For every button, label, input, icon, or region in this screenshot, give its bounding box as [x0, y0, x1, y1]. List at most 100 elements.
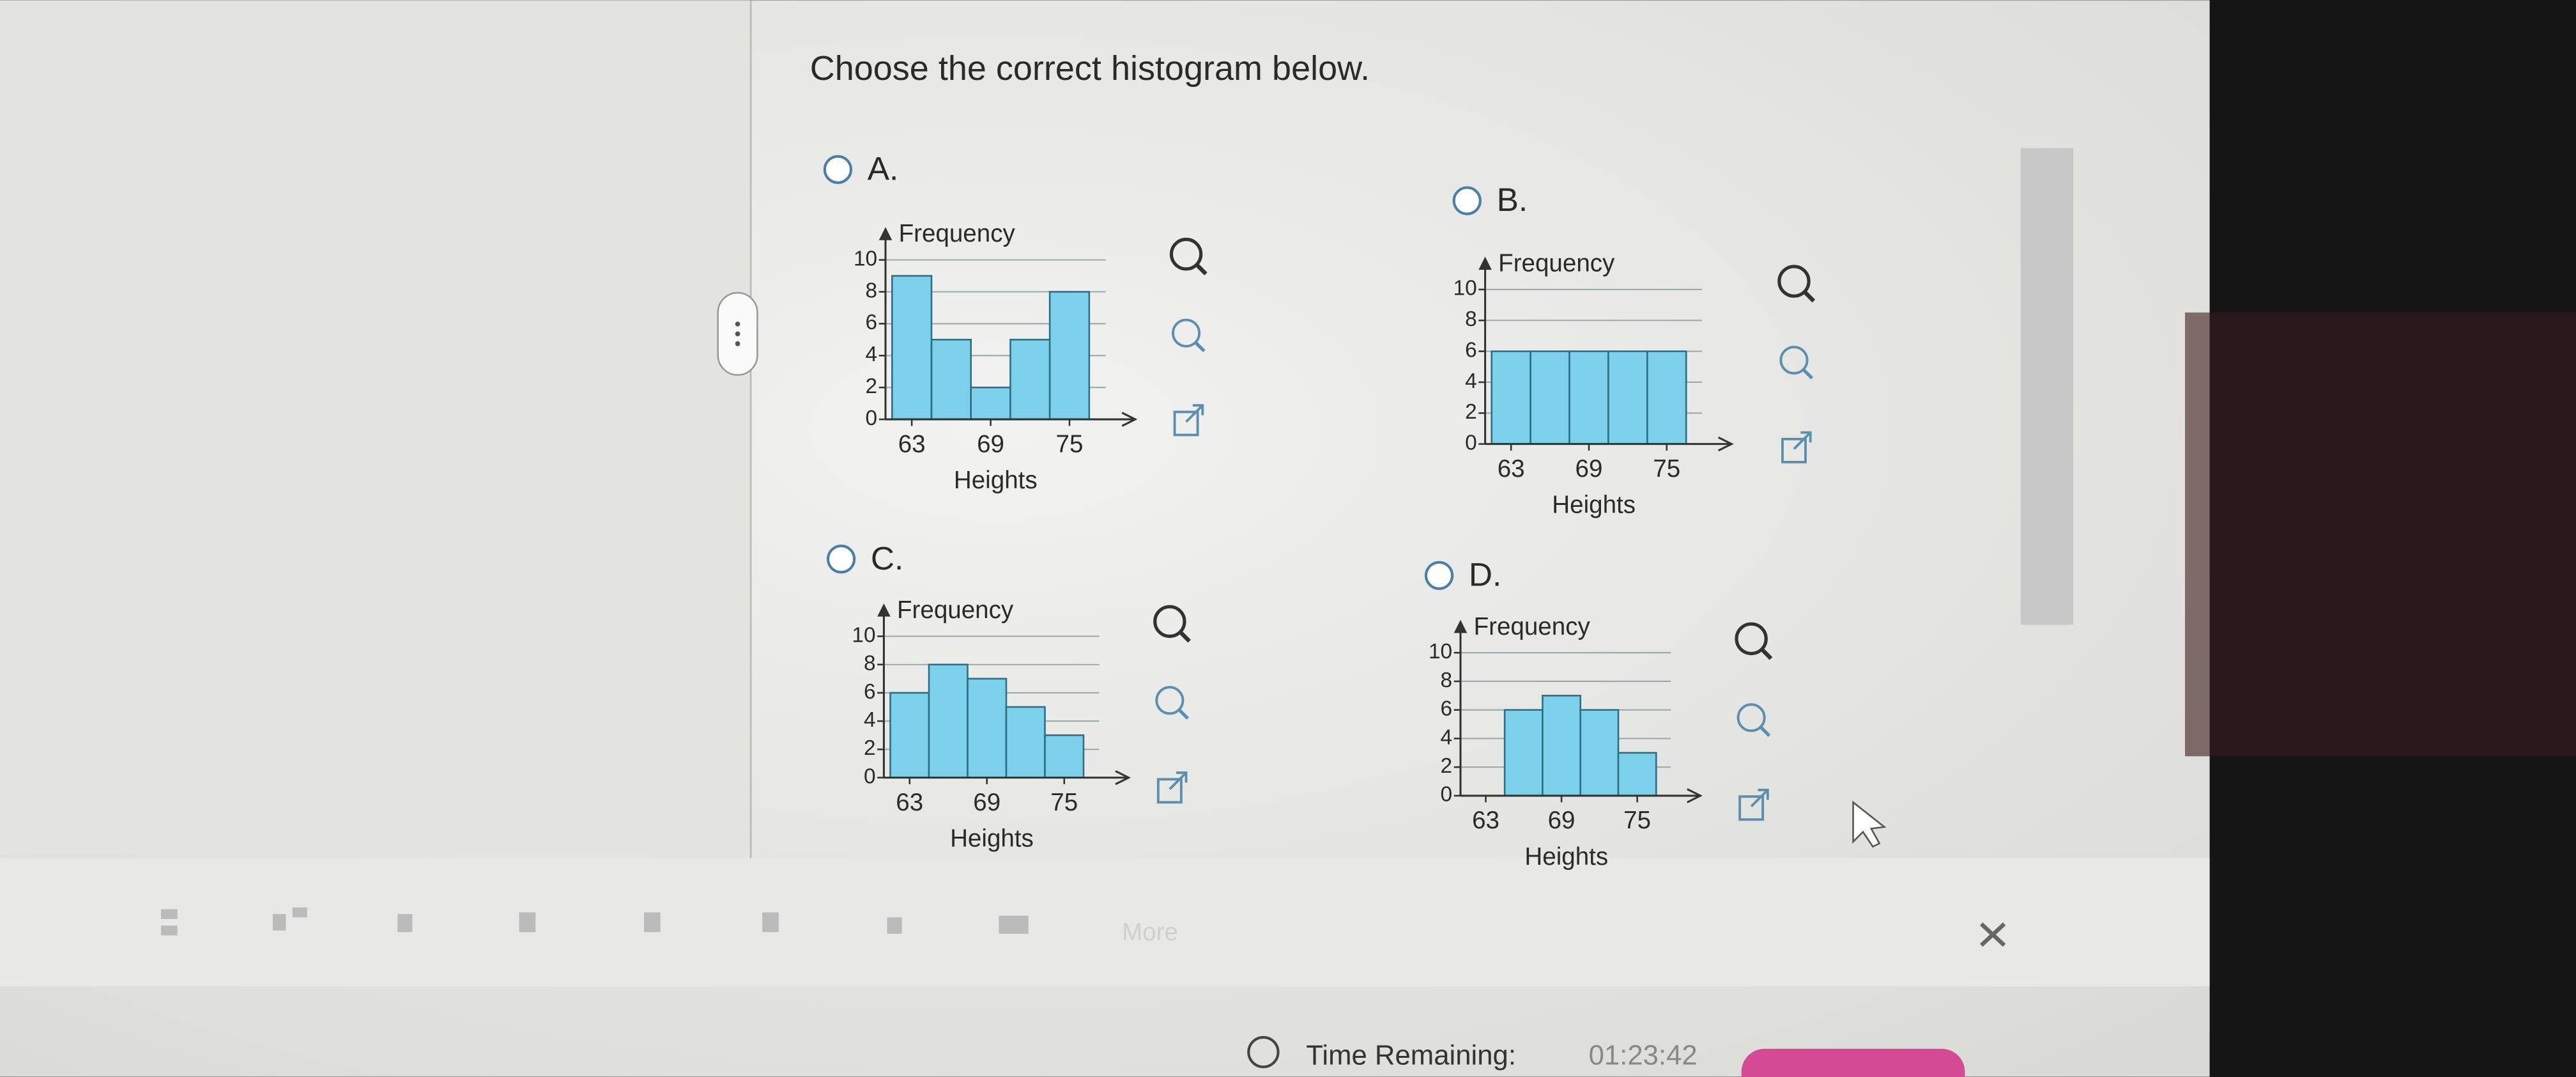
zoom-in[interactable] — [1735, 622, 1768, 656]
bar — [1491, 350, 1531, 445]
radio[interactable] — [823, 155, 853, 184]
timer-label: Time Remaining: — [1306, 1039, 1516, 1071]
zoom-out[interactable] — [1736, 703, 1766, 732]
bar — [1646, 350, 1687, 445]
y-tick-label: 2 — [866, 375, 878, 398]
icon-fraction[interactable] — [161, 909, 178, 919]
y-axis-label: Frequency — [897, 596, 1014, 624]
bar — [1607, 350, 1648, 445]
x-tick-label: 63 — [1472, 807, 1499, 834]
x-tick-label: 75 — [1623, 807, 1651, 834]
y-tick-label: 2 — [864, 736, 876, 760]
y-tick-label: 2 — [1441, 754, 1453, 778]
zoom-out[interactable] — [1779, 346, 1809, 375]
bar — [1005, 706, 1046, 779]
icon-mixed[interactable] — [272, 914, 286, 931]
zoom-in-handle — [1194, 262, 1208, 275]
y-tick-label: 4 — [866, 343, 878, 366]
bar — [1009, 339, 1051, 421]
dot — [735, 322, 740, 327]
zoom-out-handle — [1178, 709, 1189, 720]
bar — [1579, 709, 1620, 797]
x-axis-label: Heights — [1552, 492, 1636, 519]
y-tick-label: 4 — [1441, 725, 1453, 749]
bar — [1529, 350, 1570, 445]
bar — [891, 275, 933, 421]
y-tick-label: 6 — [1441, 697, 1453, 721]
zoom-in[interactable] — [1777, 265, 1811, 298]
x-tick-label: 63 — [898, 430, 926, 458]
radio[interactable] — [1452, 186, 1482, 215]
icon-power[interactable] — [397, 914, 413, 933]
bar — [930, 339, 972, 421]
icon-point[interactable] — [999, 915, 1029, 934]
icon-root[interactable] — [762, 912, 779, 933]
option-label: C. — [871, 539, 903, 577]
clock-icon — [1247, 1035, 1280, 1069]
y-tick-label: 8 — [1441, 669, 1453, 692]
zoom-out-handle — [1759, 726, 1771, 737]
icon-sqrt[interactable] — [644, 912, 661, 933]
bar — [889, 692, 930, 779]
x-axis-arrow — [1115, 770, 1131, 786]
y-tick-label: 4 — [1465, 369, 1477, 393]
y-tick-label: 0 — [1465, 431, 1477, 454]
y-tick-label: 10 — [854, 247, 877, 270]
popout[interactable] — [1781, 438, 1807, 463]
scrollbar[interactable] — [2020, 148, 2074, 625]
bar — [970, 386, 1011, 421]
x-tick-label: 69 — [1575, 455, 1603, 483]
more-button[interactable]: More — [1122, 918, 1178, 946]
zoom-in-handle — [1802, 290, 1816, 303]
y-tick-label: 6 — [864, 680, 876, 704]
dot — [735, 331, 740, 337]
popout-arrow — [1750, 789, 1769, 808]
icon-fraction-b — [161, 926, 178, 936]
zoom-in[interactable] — [1153, 605, 1186, 639]
zoom-out-handle — [1195, 341, 1206, 353]
bar — [1048, 291, 1091, 421]
y-tick-label: 6 — [1465, 338, 1477, 362]
x-tick-label: 75 — [1653, 455, 1680, 483]
x-axis-label: Heights — [954, 467, 1038, 494]
left-panel — [0, 0, 751, 855]
popout[interactable] — [1738, 795, 1765, 821]
popout-arrow — [1169, 771, 1188, 791]
icon-abs[interactable] — [519, 912, 536, 933]
x-tick-label: 69 — [977, 430, 1004, 458]
y-tick-label: 0 — [864, 764, 876, 788]
y-tick-label: 4 — [864, 708, 876, 732]
radio[interactable] — [826, 545, 856, 574]
zoom-out-handle — [1802, 369, 1814, 380]
zoom-in-handle — [1178, 630, 1191, 643]
y-tick-label: 10 — [1453, 277, 1477, 300]
radio[interactable] — [1424, 561, 1454, 590]
y-axis-arrow — [1453, 619, 1468, 633]
toolbar-icons — [161, 907, 1029, 936]
zoom-in-handle — [1759, 647, 1773, 660]
zoom-out[interactable] — [1155, 686, 1184, 715]
x-axis-arrow — [1718, 436, 1734, 452]
timer-value: 01:23:42 — [1589, 1039, 1698, 1071]
next-button[interactable] — [1741, 1048, 1965, 1077]
x-tick-label: 63 — [1498, 455, 1525, 483]
y-axis-arrow — [877, 603, 891, 617]
zoom-out[interactable] — [1172, 318, 1201, 348]
popout[interactable] — [1156, 778, 1183, 804]
option-label: D. — [1469, 556, 1501, 593]
y-tick-label: 10 — [1429, 640, 1452, 663]
x-tick-label: 75 — [1056, 430, 1084, 458]
zoom-in[interactable] — [1169, 237, 1203, 271]
bar — [1542, 695, 1582, 797]
option-label: A. — [868, 150, 899, 187]
close-icon[interactable] — [1979, 922, 2006, 947]
bar — [1617, 752, 1657, 797]
x-tick-label: 69 — [1548, 807, 1575, 834]
y-tick-label: 0 — [866, 407, 878, 430]
bar — [928, 663, 969, 779]
x-axis-label: Heights — [950, 825, 1034, 853]
y-axis-label: Frequency — [899, 220, 1016, 247]
popout[interactable] — [1173, 410, 1199, 437]
icon-sub[interactable] — [887, 917, 902, 934]
icon-mixed-b — [292, 907, 307, 918]
